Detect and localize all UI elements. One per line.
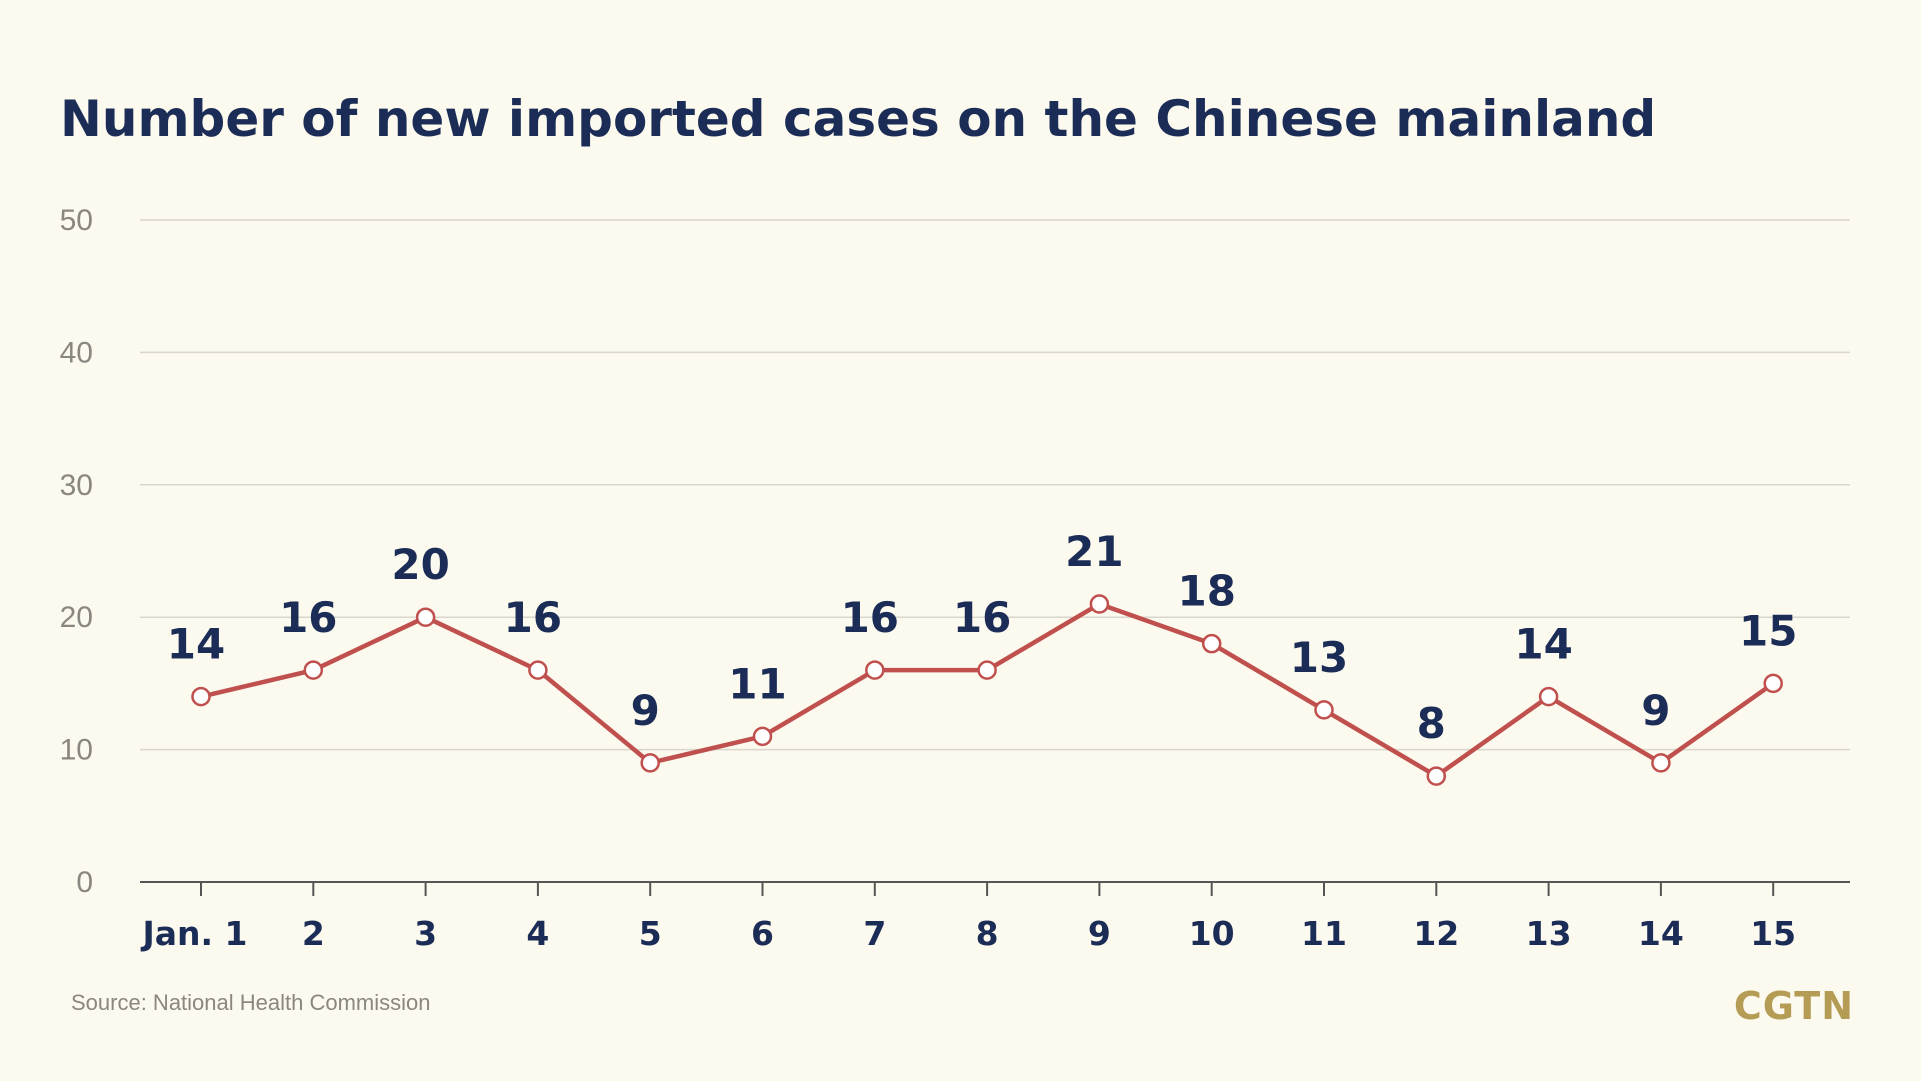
data-label-3: 20 [391,540,449,589]
x-tick-label-13: 13 [1526,914,1572,953]
data-point-9 [1089,594,1110,614]
data-label-13: 14 [1514,620,1572,669]
cgtn-logo: CGTN [1733,984,1854,1028]
x-tick-label-14: 14 [1638,914,1684,953]
x-tick-label-8: 8 [976,914,999,953]
data-point-4 [528,660,548,680]
data-label-5: 9 [631,686,660,735]
source-note: Source: National Health Commission [71,990,431,1015]
y-tick-label-40: 40 [60,336,93,369]
x-tick-label-4: 4 [526,914,549,953]
data-label-12: 8 [1417,699,1446,748]
x-tick-label-15: 15 [1750,914,1796,953]
x-tick-label-12: 12 [1413,914,1459,953]
data-label-6: 11 [728,659,786,708]
data-label-15: 15 [1739,606,1797,655]
data-point-2 [303,660,324,680]
y-tick-label-20: 20 [60,601,93,634]
data-label-9: 21 [1065,527,1123,576]
data-label-2: 16 [279,593,337,642]
x-tick-label-5: 5 [639,914,662,953]
data-label-7: 16 [841,593,899,642]
data-point-14 [1651,753,1671,773]
data-point-7 [865,660,885,680]
data-label-1: 14 [167,620,225,669]
data-label-11: 13 [1290,633,1348,682]
data-point-13 [1538,686,1559,707]
y-tick-label-0: 0 [76,866,93,899]
data-point-10 [1201,633,1222,654]
x-tick-label-10: 10 [1189,914,1235,953]
x-tick-label-3: 3 [414,914,437,953]
x-tick-label-1: Jan. 1 [140,914,247,953]
data-point-3 [415,607,436,627]
data-label-10: 18 [1177,567,1235,616]
y-tick-label-50: 50 [60,204,93,237]
data-point-8 [977,660,997,680]
x-axis-ticks: Jan. 1 2 3 4 5 6 7 8 9 10 11 12 13 14 15 [140,882,1796,953]
data-label-4: 16 [504,593,562,642]
x-tick-label-11: 11 [1301,914,1347,953]
data-point-5 [640,753,660,773]
x-tick-label-6: 6 [751,914,774,953]
x-tick-label-9: 9 [1088,914,1111,953]
x-tick-label-7: 7 [863,914,886,953]
data-point-12 [1426,766,1447,786]
data-point-11 [1314,700,1334,720]
data-labels: 14 16 20 16 9 11 16 16 21 18 13 8 14 9 15 [167,527,1798,748]
data-points [191,594,1783,786]
data-label-14: 9 [1641,686,1670,735]
data-label-8: 16 [953,593,1011,642]
y-tick-label-30: 30 [60,469,93,502]
data-point-6 [752,726,773,747]
data-point-1 [191,686,211,707]
y-axis-tick-labels: 0 10 20 30 40 50 [60,204,93,899]
chart-title: Number of new imported cases on the Chin… [60,90,1657,148]
y-tick-label-10: 10 [60,734,93,767]
x-tick-label-2: 2 [302,914,325,953]
data-point-15 [1763,673,1783,694]
